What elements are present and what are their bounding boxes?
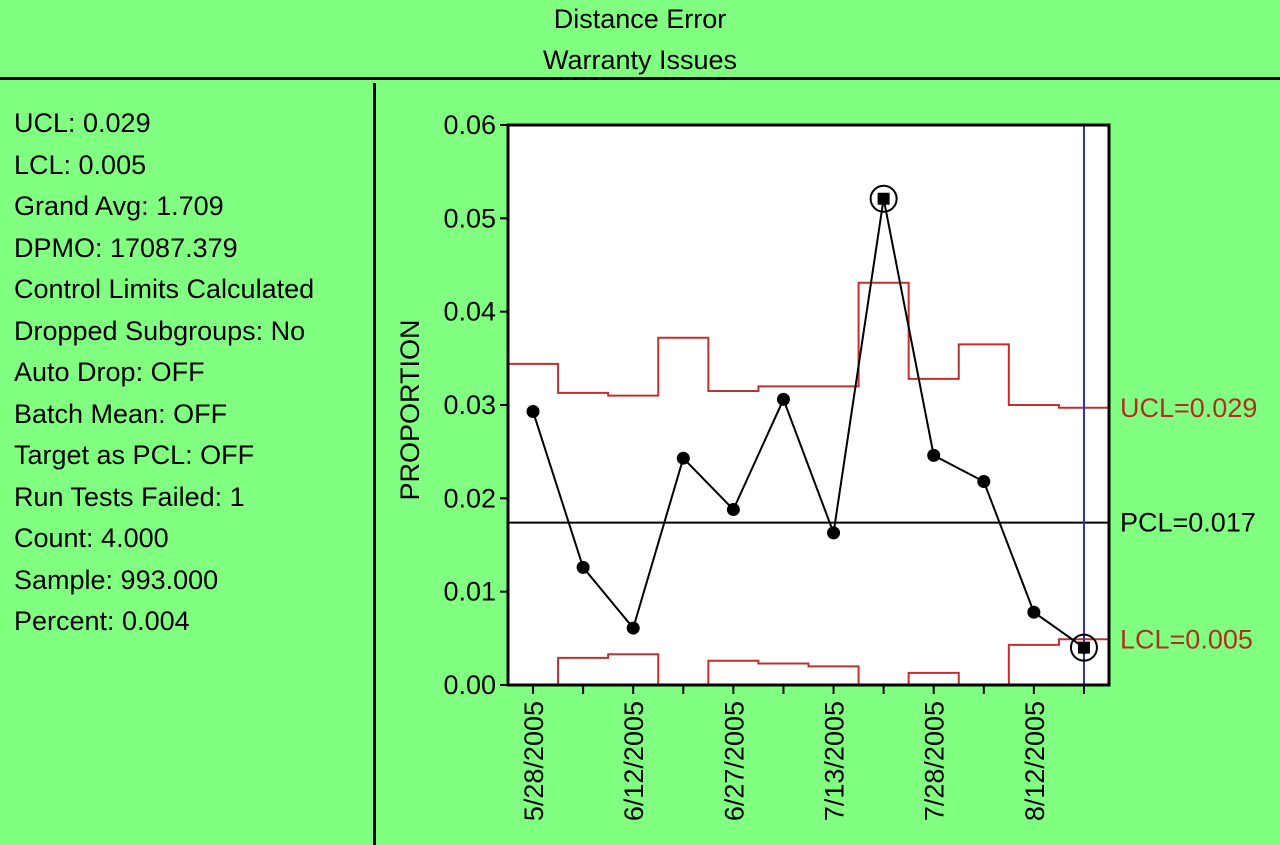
stat-dropped-subgroups: Dropped Subgroups: No — [14, 315, 306, 346]
data-point — [927, 448, 941, 462]
x-tick-label: 7/28/2005 — [920, 701, 950, 821]
y-tick-label: 0.01 — [443, 577, 496, 607]
chart-title: Distance Error — [553, 4, 727, 34]
data-point — [676, 451, 690, 465]
stat-dpmo: DPMO: 17087.379 — [14, 232, 238, 263]
plot-border — [506, 123, 1111, 687]
stat-run-tests: Run Tests Failed: 1 — [14, 481, 245, 512]
x-tick-label: 6/27/2005 — [719, 701, 749, 821]
pcl-label: PCL=0.017 — [1120, 508, 1256, 538]
x-tick-label: 7/13/2005 — [820, 701, 850, 821]
stat-count: Count: 4.000 — [14, 523, 169, 553]
control-chart: 0.00 0.01 0.02 0.03 0.04 0.05 0.06 PROPORTION 5/… — [395, 110, 1257, 821]
y-tick-label: 0.04 — [443, 297, 496, 327]
out-of-control-ring — [869, 184, 898, 213]
stat-control-limits: Control Limits Calculated — [14, 274, 315, 304]
stat-ucl: UCL: 0.029 — [14, 108, 151, 138]
y-tick-label: 0.00 — [443, 670, 496, 700]
data-point — [726, 503, 740, 517]
stat-percent: Percent: 0.004 — [14, 606, 190, 636]
y-axis-label: PROPORTION — [395, 319, 425, 500]
out-of-control-point — [877, 192, 890, 205]
x-tick-label: 5/28/2005 — [519, 701, 549, 821]
chart-subtitle: Warranty Issues — [542, 45, 738, 75]
x-tick-label: 8/12/2005 — [1020, 701, 1050, 821]
stat-auto-drop: Auto Drop: OFF — [14, 357, 205, 387]
data-point — [526, 405, 540, 419]
ucl-line — [508, 281, 1109, 409]
y-tick-label: 0.03 — [443, 390, 496, 420]
y-tick-label: 0.05 — [443, 203, 496, 233]
data-point — [776, 392, 790, 406]
y-tick-label: 0.06 — [443, 110, 496, 140]
stat-target-pcl: Target as PCL: OFF — [14, 440, 255, 470]
chart-header: Distance Error Warranty Issues — [0, 0, 1280, 80]
series-line — [532, 198, 1085, 649]
data-point — [626, 621, 640, 635]
y-tick-label: 0.02 — [443, 483, 496, 513]
data-point — [1027, 605, 1041, 619]
stat-sample: Sample: 993.000 — [14, 564, 219, 595]
ucl-label: UCL=0.029 — [1120, 393, 1257, 423]
lcl-line — [508, 638, 1109, 686]
x-tick-label: 6/12/2005 — [619, 701, 649, 821]
stat-lcl: LCL: 0.005 — [14, 149, 147, 180]
statistics-panel: UCL: 0.029 LCL: 0.005 Grand Avg: 1.709 D… — [0, 83, 376, 845]
lcl-label: LCL=0.005 — [1120, 624, 1253, 654]
stat-batch-mean: Batch Mean: OFF — [14, 398, 228, 429]
out-of-control-ring — [1069, 633, 1098, 662]
out-of-control-point — [1077, 641, 1090, 654]
data-point — [576, 560, 590, 574]
data-point — [827, 526, 841, 540]
stat-grand-avg: Grand Avg: 1.709 — [14, 191, 224, 221]
data-point — [977, 475, 991, 489]
